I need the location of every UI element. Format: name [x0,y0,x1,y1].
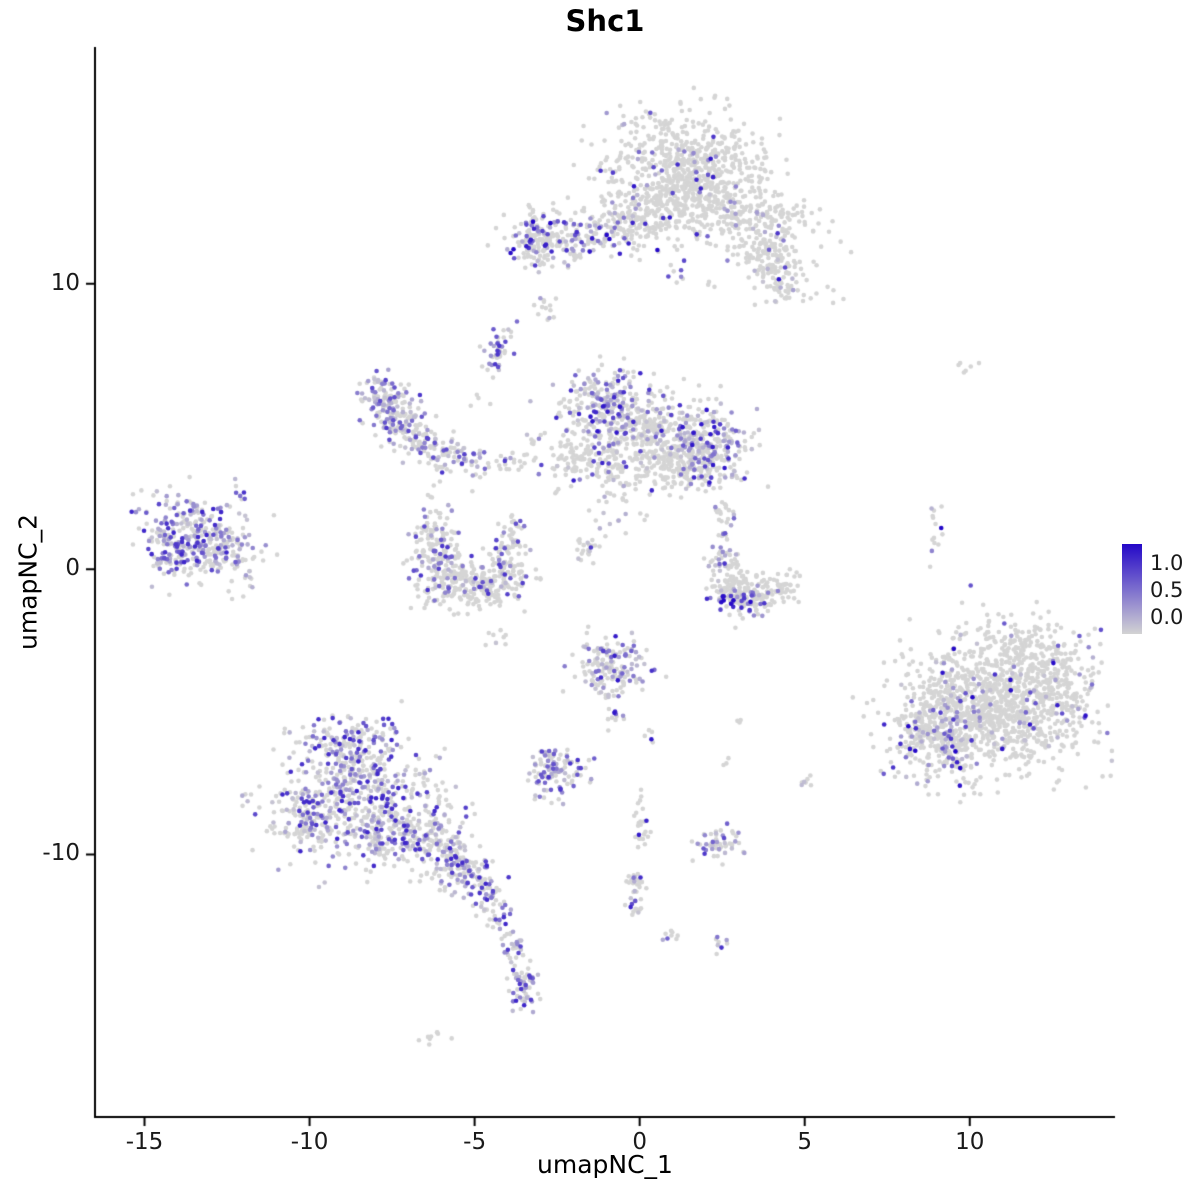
x-tick-label-0: 0 [632,1129,647,1155]
x-tick-label--5: -5 [463,1129,487,1155]
y-tick-label-10: 10 [50,269,80,296]
x-tick-label--15: -15 [125,1129,164,1155]
legend-label-0.0: 0.0 [1150,605,1184,629]
y-axis-label: umapNC_2 [13,514,43,650]
x-tick-label--10: -10 [290,1129,329,1155]
legend-label-1.0: 1.0 [1150,551,1184,575]
legend-label-0.5: 0.5 [1150,578,1184,602]
colorbar-gradient [1122,544,1142,634]
y-tick-label--10: -10 [42,840,80,867]
x-tick-label-10: 10 [955,1129,985,1155]
colorbar-legend: 1.0 0.5 0.0 [1122,544,1183,634]
plot-title: Shc1 [565,4,645,38]
x-tick-label-5: 5 [797,1129,813,1155]
y-tick-label-0: 0 [65,555,80,582]
x-axis-label: umapNC_1 [537,1150,673,1179]
